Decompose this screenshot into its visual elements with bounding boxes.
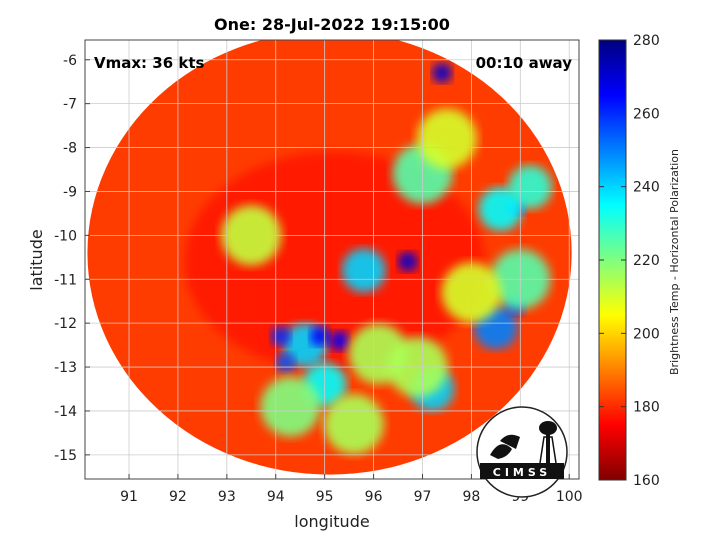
grid-layer	[85, 40, 579, 479]
swath-feature-5	[275, 352, 296, 373]
swath-feature-10	[341, 248, 386, 293]
x-tick-label: 91	[120, 489, 138, 505]
x-tick-label: 98	[462, 489, 480, 505]
colorbar-ticks: 280 260 240 220 200 180 160	[599, 33, 660, 489]
x-tick-label: 92	[169, 489, 187, 505]
colorbar-tick-label: 260	[633, 106, 660, 122]
swath-feature-2	[309, 326, 330, 347]
colorbar-tick-label: 280	[633, 33, 660, 49]
colorbar-tick-label: 240	[633, 180, 660, 196]
swath-feature-19	[508, 165, 553, 210]
vmax-annotation: Vmax: 36 kts	[94, 54, 204, 72]
swath-feature-13	[416, 108, 477, 169]
y-tick-label: -10	[54, 228, 77, 244]
time-away-annotation: 00:10 away	[476, 54, 573, 72]
chart-title: One: 28-Jul-2022 19:15:00	[214, 15, 450, 34]
x-tick-label: 100	[556, 489, 583, 505]
swath-feature-11	[397, 251, 418, 272]
y-tick-label: -14	[54, 404, 77, 420]
swath-feature-3	[329, 330, 350, 351]
swath-layer	[87, 40, 572, 475]
colorbar-tick-label: 200	[633, 326, 660, 342]
y-tick-label: -12	[54, 316, 77, 332]
y-tick-label: -13	[54, 360, 77, 376]
colorbar-label: Brightness Temp - Horizontal Polarizatio…	[668, 149, 681, 375]
x-tick-label: 97	[414, 489, 432, 505]
x-tick-label: 95	[316, 489, 334, 505]
x-axis-label: longitude	[294, 512, 369, 531]
x-tick-label: 93	[218, 489, 236, 505]
y-tick-label: -7	[63, 97, 77, 113]
y-tick-label: -11	[54, 272, 77, 288]
colorbar-tick-label: 160	[633, 473, 660, 489]
x-tick-label: 96	[365, 489, 383, 505]
y-tick-label: -9	[63, 184, 77, 200]
swath-feature-20	[432, 62, 453, 83]
y-axis: -6 -7 -8 -9 -10 -11 -12 -13 -14 -15	[54, 53, 90, 464]
y-tick-label: -8	[63, 141, 77, 157]
colorbar-tick-label: 180	[633, 400, 660, 416]
cimss-logo-text: CIMSS	[493, 466, 551, 479]
swath-feature-6	[260, 376, 321, 437]
y-axis-label: latitude	[27, 229, 46, 290]
y-tick-label: -15	[54, 448, 77, 464]
y-tick-label: -6	[63, 53, 77, 69]
swath-feature-7	[324, 394, 385, 455]
cimss-logo: CIMSS	[476, 406, 568, 498]
swath-feature-4	[270, 326, 291, 347]
colorbar-tick-label: 220	[633, 253, 660, 269]
x-tick-label: 94	[267, 489, 285, 505]
plot-frame	[84, 39, 580, 480]
